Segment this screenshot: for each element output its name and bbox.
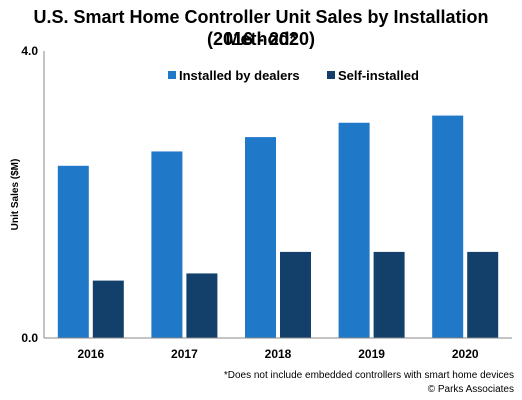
legend: Installed by dealers Self-installed — [168, 68, 419, 83]
bar-dealers-2016 — [57, 165, 89, 338]
y-axis-label: Unit Sales ($M) — [10, 159, 21, 231]
bar-self-2019 — [373, 251, 405, 338]
x-tick-label-2018: 2018 — [265, 347, 292, 361]
bar-self-2020 — [467, 251, 499, 338]
bar-self-2016 — [92, 280, 124, 338]
y-tick-label-max: 4.0 — [21, 44, 38, 58]
bar-dealers-2017 — [151, 151, 183, 338]
bars-group — [57, 115, 499, 338]
y-tick-label-min: 0.0 — [21, 331, 38, 345]
legend-swatch-dealers — [168, 71, 176, 79]
x-tick-label-2017: 2017 — [171, 347, 198, 361]
chart-title-line2: (2016 - 2020) — [206, 29, 316, 49]
footnote: *Does not include embedded controllers w… — [223, 370, 514, 381]
legend-swatch-self — [327, 71, 335, 79]
bar-dealers-2020 — [432, 115, 464, 338]
legend-label-dealers: Installed by dealers — [179, 68, 300, 83]
bar-self-2017 — [186, 273, 218, 338]
bar-self-2018 — [280, 251, 311, 338]
x-tick-labels: 2016 2017 2018 2019 2020 — [77, 347, 478, 361]
legend-label-self: Self-installed — [338, 68, 419, 83]
x-tick-label-2020: 2020 — [452, 347, 479, 361]
copyright: © Parks Associates — [427, 384, 514, 395]
bar-dealers-2018 — [245, 137, 276, 338]
bar-dealers-2019 — [338, 122, 370, 338]
x-tick-label-2019: 2019 — [358, 347, 385, 361]
x-tick-label-2016: 2016 — [77, 347, 104, 361]
chart-title-line1: U.S. Smart Home Controller Unit Sales by… — [33, 7, 489, 49]
